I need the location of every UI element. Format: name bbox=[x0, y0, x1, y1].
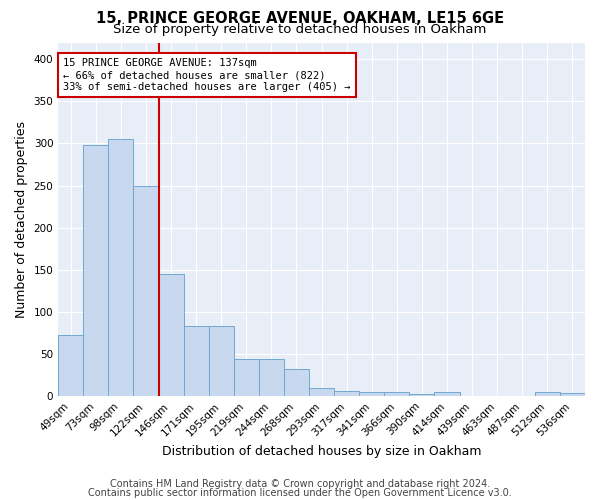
Bar bbox=[535, 392, 560, 396]
X-axis label: Distribution of detached houses by size in Oakham: Distribution of detached houses by size … bbox=[162, 444, 481, 458]
Bar bbox=[284, 369, 309, 396]
Bar bbox=[133, 186, 158, 396]
Bar bbox=[158, 274, 184, 396]
Text: 15 PRINCE GEORGE AVENUE: 137sqm
← 66% of detached houses are smaller (822)
33% o: 15 PRINCE GEORGE AVENUE: 137sqm ← 66% of… bbox=[64, 58, 351, 92]
Bar bbox=[58, 336, 83, 396]
Bar bbox=[385, 392, 409, 396]
Text: Size of property relative to detached houses in Oakham: Size of property relative to detached ho… bbox=[113, 22, 487, 36]
Bar bbox=[109, 139, 133, 396]
Bar bbox=[234, 359, 259, 396]
Bar bbox=[309, 388, 334, 396]
Text: Contains HM Land Registry data © Crown copyright and database right 2024.: Contains HM Land Registry data © Crown c… bbox=[110, 479, 490, 489]
Bar bbox=[259, 359, 284, 396]
Bar bbox=[359, 392, 385, 396]
Y-axis label: Number of detached properties: Number of detached properties bbox=[15, 120, 28, 318]
Bar bbox=[209, 326, 234, 396]
Text: 15, PRINCE GEORGE AVENUE, OAKHAM, LE15 6GE: 15, PRINCE GEORGE AVENUE, OAKHAM, LE15 6… bbox=[96, 11, 504, 26]
Text: Contains public sector information licensed under the Open Government Licence v3: Contains public sector information licen… bbox=[88, 488, 512, 498]
Bar bbox=[560, 394, 585, 396]
Bar bbox=[83, 145, 109, 396]
Bar bbox=[434, 392, 460, 396]
Bar bbox=[184, 326, 209, 396]
Bar bbox=[334, 391, 359, 396]
Bar bbox=[409, 394, 434, 396]
